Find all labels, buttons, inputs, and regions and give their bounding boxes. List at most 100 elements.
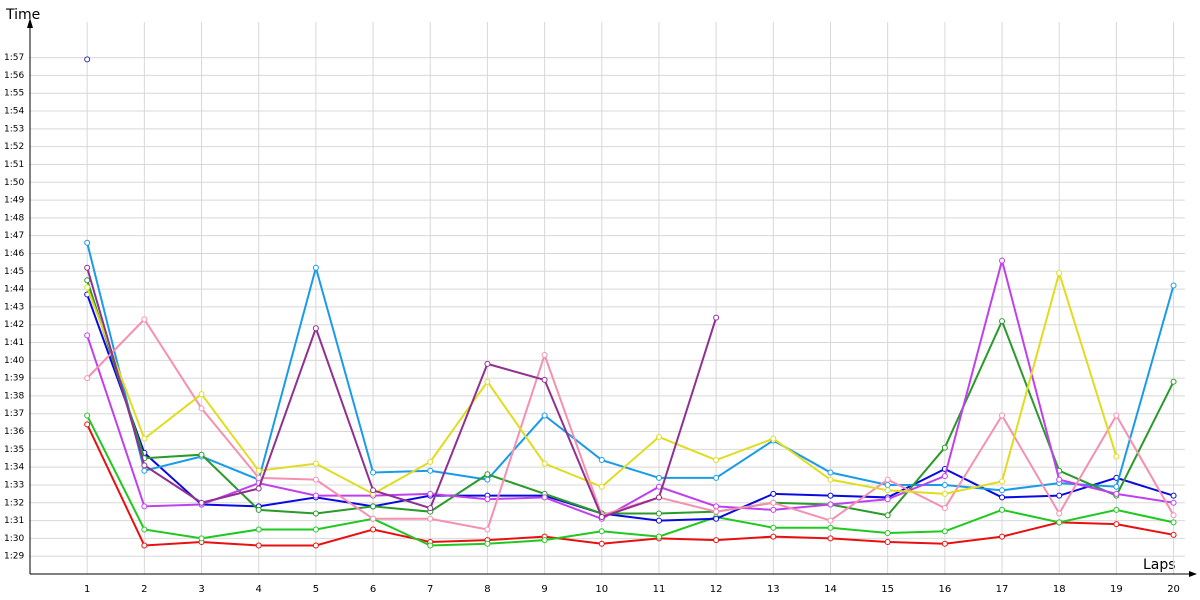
series-line	[86, 415, 1174, 547]
data-point	[1113, 490, 1120, 497]
y-tick-label: 1:29	[4, 552, 24, 562]
data-point	[484, 526, 491, 533]
data-point	[541, 494, 548, 501]
data-point	[427, 542, 434, 549]
data-point	[655, 494, 662, 501]
data-point	[370, 526, 377, 533]
data-point	[370, 487, 377, 494]
data-point	[84, 284, 91, 291]
data-point	[655, 510, 662, 517]
data-point	[541, 376, 548, 383]
y-axis-arrow	[27, 18, 33, 28]
data-point	[999, 487, 1006, 494]
y-tick-label: 1:51	[4, 160, 24, 170]
series-line	[86, 423, 1174, 547]
x-tick-label: 16	[938, 584, 951, 595]
data-point	[827, 517, 834, 524]
data-point	[884, 487, 891, 494]
y-tick-label: 1:31	[4, 516, 24, 526]
data-point	[655, 474, 662, 481]
x-tick-label: 5	[313, 584, 319, 595]
data-point	[884, 476, 891, 483]
data-point	[1170, 378, 1177, 385]
data-point	[999, 257, 1006, 264]
data-point	[427, 505, 434, 512]
x-tick-label: 20	[1167, 584, 1180, 595]
data-point	[84, 332, 91, 339]
data-point	[1113, 506, 1120, 513]
data-point	[141, 542, 148, 549]
x-tick-label: 10	[595, 584, 608, 595]
data-point	[141, 316, 148, 323]
y-tick-label: 1:43	[4, 302, 24, 312]
data-point	[884, 496, 891, 503]
data-point	[427, 458, 434, 465]
y-tick-label: 1:54	[4, 107, 24, 117]
data-point	[999, 478, 1006, 485]
data-point	[484, 471, 491, 478]
y-tick-label: 1:38	[4, 391, 24, 401]
data-point	[141, 462, 148, 469]
data-point	[827, 501, 834, 508]
y-tick-label: 1:42	[4, 320, 24, 330]
y-tick-label: 1:36	[4, 427, 24, 437]
data-point	[541, 537, 548, 544]
data-point	[941, 481, 948, 488]
data-point	[141, 503, 148, 510]
data-point	[312, 492, 319, 499]
data-point	[655, 483, 662, 490]
y-tick-label: 1:49	[4, 196, 24, 206]
data-point	[198, 405, 205, 412]
x-tick-label: 11	[653, 584, 666, 595]
data-point	[999, 412, 1006, 419]
y-tick-label: 1:53	[4, 124, 24, 134]
x-axis-label: Laps	[1143, 557, 1176, 573]
data-point	[255, 474, 262, 481]
data-point	[999, 318, 1006, 325]
data-point	[255, 485, 262, 492]
y-tick-label: 1:48	[4, 213, 24, 223]
data-point	[255, 467, 262, 474]
data-point	[827, 535, 834, 542]
data-point	[141, 526, 148, 533]
data-point	[713, 515, 720, 522]
data-point	[655, 533, 662, 540]
y-tick-label: 1:39	[4, 374, 24, 384]
data-point	[427, 467, 434, 474]
data-point	[770, 435, 777, 442]
data-point	[141, 467, 148, 474]
data-point	[941, 444, 948, 451]
x-tick-label: 14	[824, 584, 837, 595]
data-point	[484, 360, 491, 367]
x-tick-label: 17	[996, 584, 1009, 595]
data-point	[941, 473, 948, 480]
data-point	[598, 514, 605, 521]
data-point	[84, 421, 91, 428]
data-point	[484, 378, 491, 385]
y-tick-label: 1:45	[4, 267, 24, 277]
data-point	[312, 542, 319, 549]
x-tick-label: 9	[541, 584, 547, 595]
data-point	[655, 433, 662, 440]
series-line	[86, 267, 718, 519]
data-point	[598, 528, 605, 535]
x-tick-label: 8	[484, 584, 490, 595]
data-point	[484, 496, 491, 503]
data-point	[427, 515, 434, 522]
data-point	[1056, 510, 1063, 517]
data-point	[312, 526, 319, 533]
data-point	[1056, 476, 1063, 483]
series-line	[86, 294, 1174, 522]
x-tick-label: 13	[767, 584, 780, 595]
data-point	[1170, 519, 1177, 526]
data-point	[770, 506, 777, 513]
series-line	[86, 279, 1175, 517]
data-point	[255, 506, 262, 513]
data-point	[1056, 492, 1063, 499]
data-point	[1170, 492, 1177, 499]
data-point	[198, 535, 205, 542]
data-point	[1113, 483, 1120, 490]
data-point	[713, 457, 720, 464]
data-point	[713, 503, 720, 510]
